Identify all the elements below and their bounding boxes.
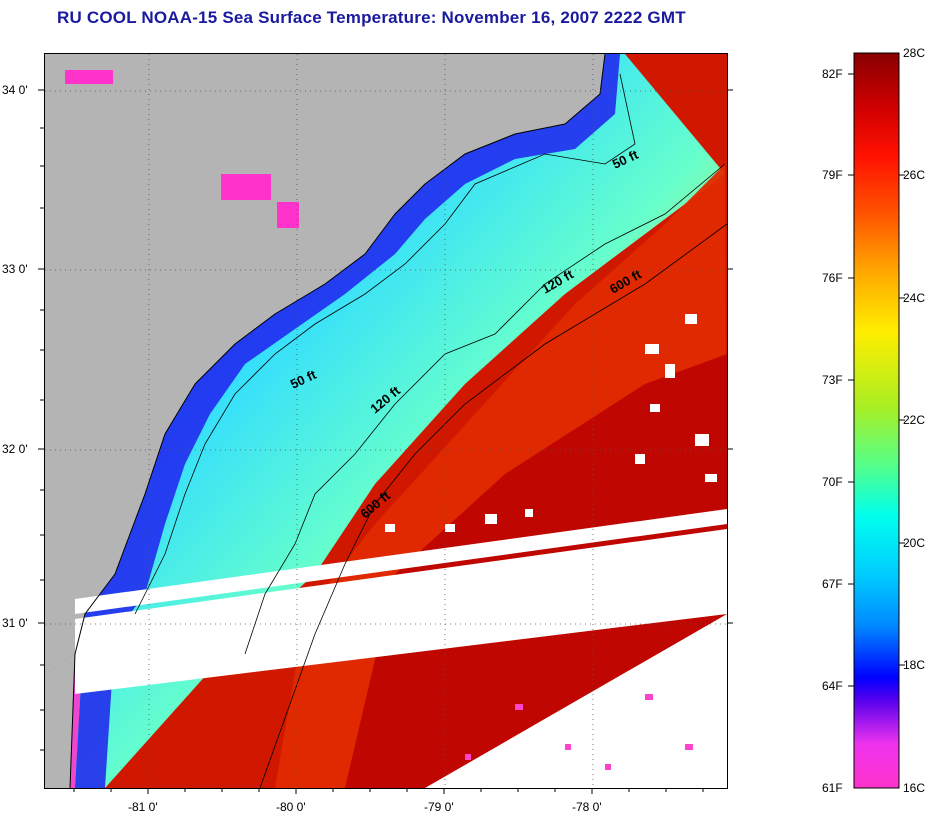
lon-label-79: -79 0' xyxy=(424,800,454,814)
lat-label-32: 32 0' xyxy=(2,442,28,456)
sst-map-canvas: 50 ft 50 ft 120 ft 120 ft 600 ft 600 ft xyxy=(45,54,727,788)
inland-water-3 xyxy=(277,202,299,228)
inland-water-2 xyxy=(221,174,271,200)
cbar-f-76: 76F xyxy=(822,271,843,285)
land-mass xyxy=(45,54,605,674)
cbar-c-28: 28C xyxy=(903,46,926,60)
inland-water-1 xyxy=(65,70,113,84)
blue-coastal-band xyxy=(75,54,620,788)
coastline xyxy=(69,54,606,788)
land-mass-south xyxy=(45,654,75,788)
contour-120ft xyxy=(244,163,726,655)
cbar-c-18: 18C xyxy=(903,658,926,672)
lon-label-78: -78 0' xyxy=(572,800,602,814)
cbar-c-24: 24C xyxy=(903,291,926,305)
cold-speckles xyxy=(465,694,693,770)
cbar-f-82: 82F xyxy=(822,67,843,81)
sst-map: 50 ft 50 ft 120 ft 120 ft 600 ft 600 ft xyxy=(44,53,728,789)
colorbar-gradient xyxy=(853,52,900,789)
cbar-f-61: 61F xyxy=(822,781,843,795)
lon-label-80: -80 0' xyxy=(276,800,306,814)
nodata-cloud-area xyxy=(425,614,727,788)
lat-label-31: 31 0' xyxy=(2,616,28,630)
cbar-f-70: 70F xyxy=(822,475,843,489)
cbar-f-64: 64F xyxy=(822,679,843,693)
cbar-f-67: 67F xyxy=(822,577,843,591)
nodata-swath-2 xyxy=(75,529,727,694)
cloud-speckles xyxy=(385,314,717,532)
cbar-c-26: 26C xyxy=(903,168,926,182)
cbar-c-20: 20C xyxy=(903,536,926,550)
contour-600ft xyxy=(259,223,727,788)
nodata-swath-1 xyxy=(75,509,727,614)
lat-label-33: 33 0' xyxy=(2,262,28,276)
map-title: RU COOL NOAA-15 Sea Surface Temperature:… xyxy=(57,8,686,27)
cbar-f-79: 79F xyxy=(822,168,843,182)
lon-label-81: -81 0' xyxy=(128,800,158,814)
cbar-f-73: 73F xyxy=(822,373,843,387)
cbar-c-22: 22C xyxy=(903,413,926,427)
lat-label-34: 34 0' xyxy=(2,83,28,97)
contour-50ft xyxy=(134,73,636,615)
cbar-c-16: 16C xyxy=(903,781,926,795)
graticule xyxy=(45,54,727,788)
